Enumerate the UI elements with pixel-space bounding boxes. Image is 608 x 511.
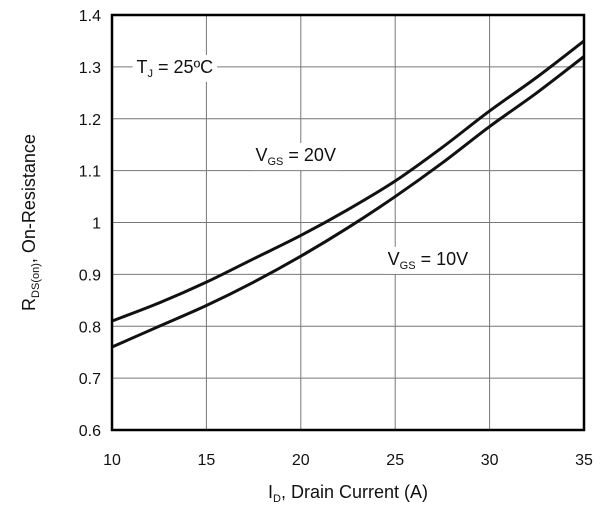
annotation-rest: = 20V [283,145,336,165]
annotation-2: VGS = 20V [251,143,340,171]
annotation-background [251,143,340,171]
annotation-sub: GS [400,260,416,272]
x-tick-label: 35 [575,452,593,469]
x-tick-labels: 10 15 20 25 30 35 [103,452,593,469]
annotation-background [132,54,218,82]
y-tick-label: 0.6 [79,423,101,440]
x-tick-label: 20 [292,452,310,469]
y-axis-label: RDS(on), On-Resistance [19,134,42,311]
annotation-sub: J [148,68,154,80]
y-tick-label: 0.9 [79,267,101,284]
y-tick-label: 1 [92,216,101,233]
x-axis-label-rest: , Drain Current (A) [281,482,428,502]
y-tick-labels: 0.6 0.7 0.8 0.9 1 1.1 1.2 1.3 1.4 [79,8,101,440]
series-line-1 [111,39,585,323]
annotation-main: T [137,57,148,77]
annotation-rest: = 10V [416,249,469,269]
y-tick-label: 0.8 [79,319,101,336]
y-tick-label: 1.1 [79,164,101,181]
x-axis-label-sub: D [273,493,281,505]
y-tick-label: 1.3 [79,60,101,77]
x-axis-label-main: I [268,482,273,502]
x-axis-label: ID, Drain Current (A) [268,482,428,505]
annotation-text: VGS = 10V [388,249,468,272]
annotation-1: TJ = 25ºC [132,54,218,82]
series-lines [111,39,585,349]
y-tick-label: 0.7 [79,371,101,388]
plot-frame [110,13,586,432]
y-tick-label: 1.2 [79,112,101,129]
x-tick-label: 10 [103,452,121,469]
y-axis-label-main: R [19,298,39,311]
annotation-3: VGS = 10V [383,246,473,274]
x-tick-label: 25 [386,452,404,469]
y-axis-label-sub: DS(on) [30,263,42,298]
y-tick-label: 1.4 [79,8,101,25]
annotation-sub: GS [268,156,284,168]
annotation-text: VGS = 20V [255,145,335,168]
annotation-text: TJ = 25ºC [137,57,214,80]
x-tick-label: 30 [481,452,499,469]
annotation-main: V [255,145,267,165]
annotation-main: V [388,249,400,269]
x-tick-label: 15 [198,452,216,469]
y-axis-label-rest: , On-Resistance [19,134,39,263]
series-line-2 [111,55,585,349]
annotation-background [383,246,473,274]
annotation-rest: = 25ºC [153,57,213,77]
